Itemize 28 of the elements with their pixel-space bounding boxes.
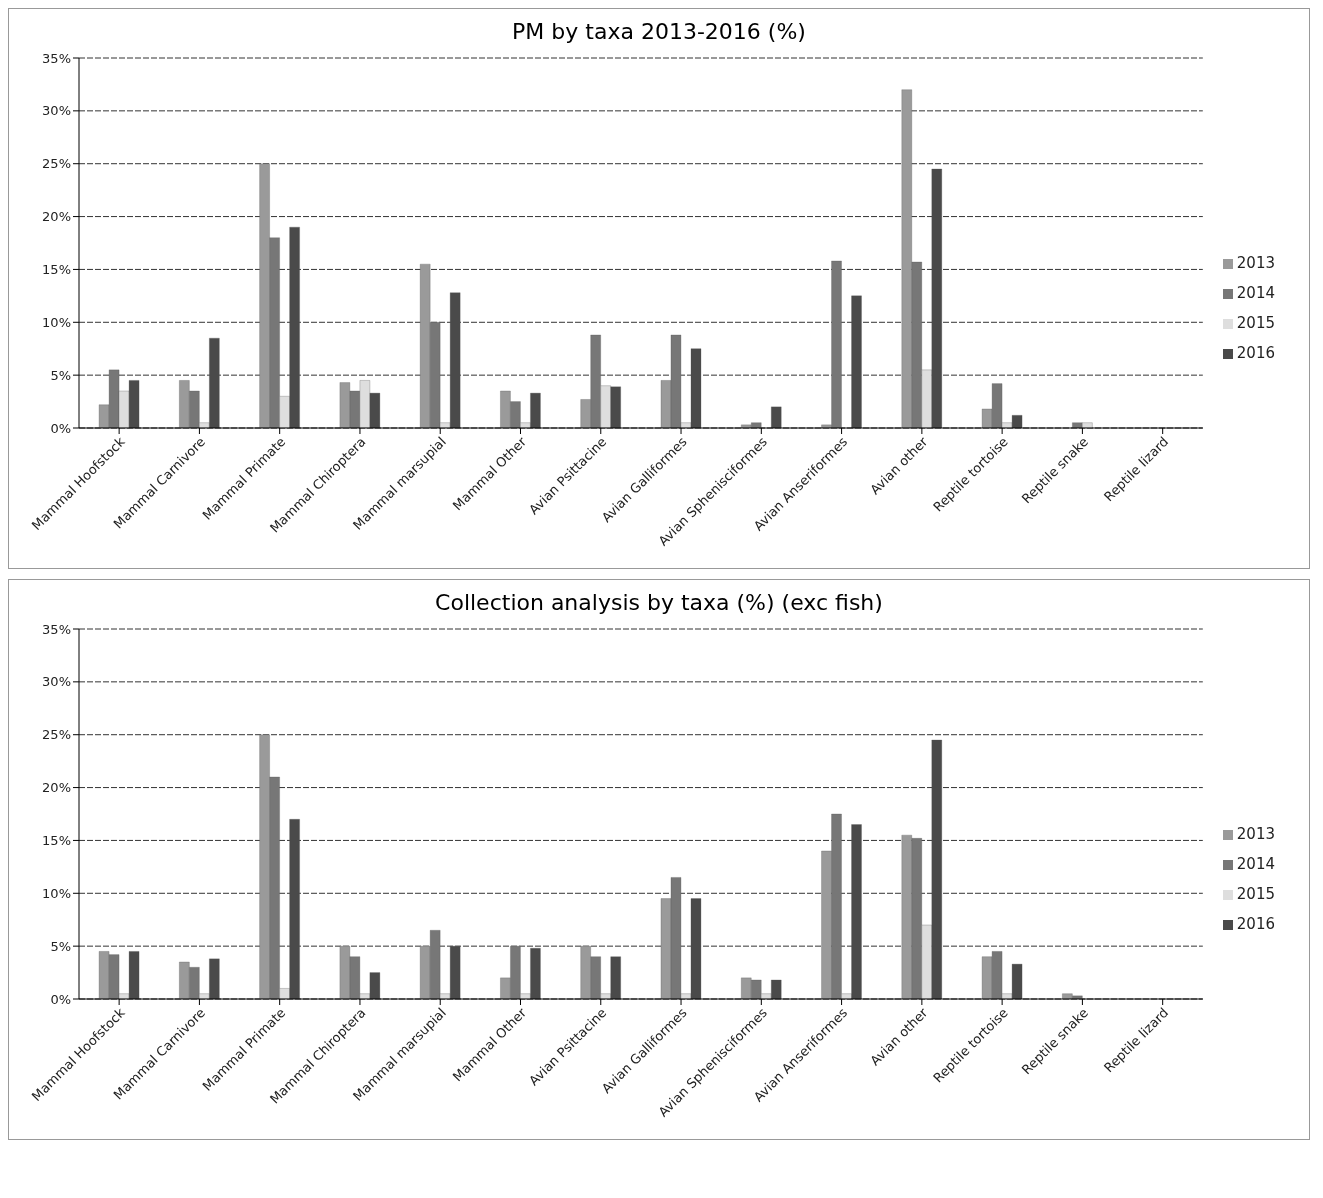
y-tick-label: 5% (50, 367, 71, 383)
legend-label: 2016 (1236, 344, 1275, 362)
y-tick-label: 0% (50, 991, 71, 1007)
y-tick-label: 5% (50, 938, 71, 954)
bar (851, 295, 862, 428)
legend-label: 2015 (1236, 314, 1275, 332)
y-tick-label: 20% (42, 209, 71, 225)
chart-title: Collection analysis by taxa (%) (exc fish) (434, 589, 884, 617)
legend-label: 2014 (1236, 284, 1275, 302)
y-tick-label: 10% (42, 314, 71, 330)
legend-label: 2016 (1236, 915, 1275, 933)
y-tick-label: 30% (42, 103, 71, 119)
y-tick-label: 30% (42, 674, 71, 690)
y-tick-label: 25% (42, 727, 71, 743)
y-tick-label: 0% (50, 420, 71, 436)
y-tick-label: 15% (42, 833, 71, 849)
chart-title: PM by taxa 2013-2016 (%) (511, 18, 807, 46)
legend-label: 2014 (1236, 855, 1275, 873)
legend-label: 2015 (1236, 885, 1275, 903)
y-tick-label: 10% (42, 885, 71, 901)
y-tick-label: 25% (42, 156, 71, 172)
y-tick-label: 35% (42, 621, 71, 637)
y-tick-label: 15% (42, 262, 71, 278)
legend-label: 2013 (1236, 825, 1275, 843)
bar (771, 406, 782, 428)
legend-label: 2013 (1236, 254, 1275, 272)
y-tick-label: 20% (42, 780, 71, 796)
y-tick-label: 35% (42, 50, 71, 66)
